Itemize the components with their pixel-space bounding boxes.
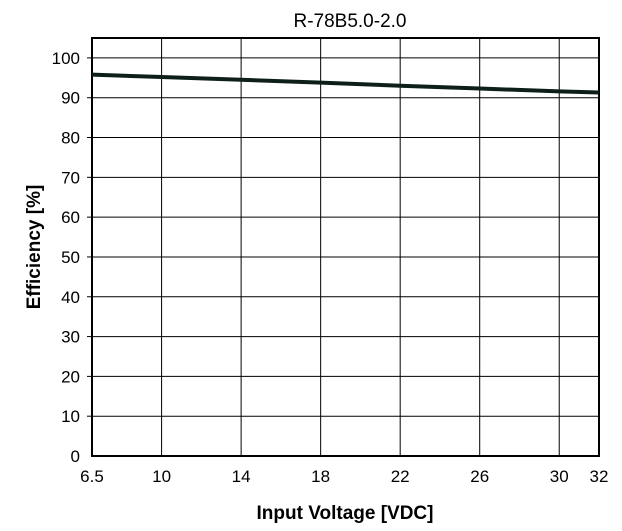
x-tick-label: 6.5 [80, 467, 104, 486]
x-axis-ticks: 6.5 10 14 18 22 26 30 32 [80, 57, 609, 486]
y-tick-label: 20 [61, 367, 80, 386]
plot-area-frame [91, 37, 600, 457]
series-layer [91, 72, 600, 95]
y-tick-label: 30 [61, 328, 80, 347]
y-tick-label: 50 [61, 248, 80, 267]
x-tick-label: 32 [590, 467, 609, 486]
x-tick-label: 10 [152, 467, 171, 486]
y-tick-label: 70 [61, 168, 80, 187]
y-tick-label: 0 [71, 447, 80, 466]
y-tick-label: 90 [61, 89, 80, 108]
x-tick-label: 26 [470, 467, 489, 486]
y-tick-label: 60 [61, 208, 80, 227]
efficiency-series-line [91, 72, 600, 95]
y-tick-label: 40 [61, 288, 80, 307]
y-axis-label: Efficiency [%] [24, 185, 45, 310]
y-tick-label: 10 [61, 407, 80, 426]
y-tick-label: 100 [52, 49, 80, 68]
grid [92, 38, 599, 456]
x-tick-label: 18 [311, 467, 330, 486]
x-tick-label: 30 [550, 467, 569, 486]
x-axis-label: Input Voltage [VDC] [257, 503, 434, 524]
y-axis-ticks: 0 10 20 30 40 50 60 70 80 90 100 [52, 49, 80, 466]
chart-title: R-78B5.0-2.0 [293, 11, 406, 32]
x-tick-label: 22 [391, 467, 410, 486]
x-tick-label: 14 [232, 467, 251, 486]
y-tick-label: 80 [61, 129, 80, 148]
